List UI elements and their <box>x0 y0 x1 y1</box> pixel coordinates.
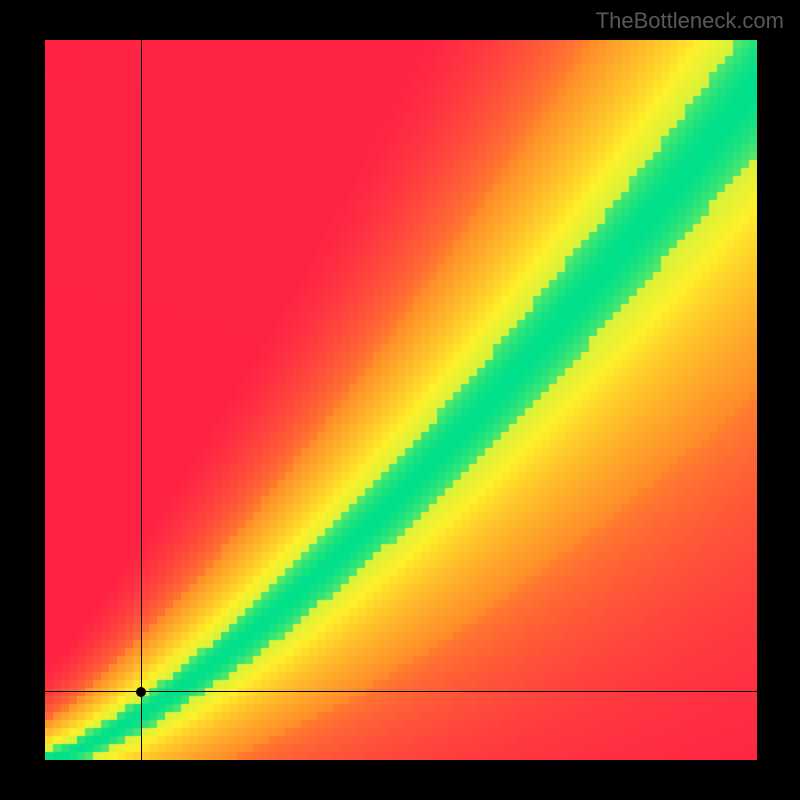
plot-area <box>45 40 757 760</box>
root: TheBottleneck.com <box>0 0 800 800</box>
watermark-text: TheBottleneck.com <box>596 8 784 34</box>
crosshair-marker-dot <box>136 687 146 697</box>
crosshair-horizontal <box>45 691 757 692</box>
crosshair-vertical <box>141 40 142 760</box>
heatmap-canvas <box>45 40 757 760</box>
